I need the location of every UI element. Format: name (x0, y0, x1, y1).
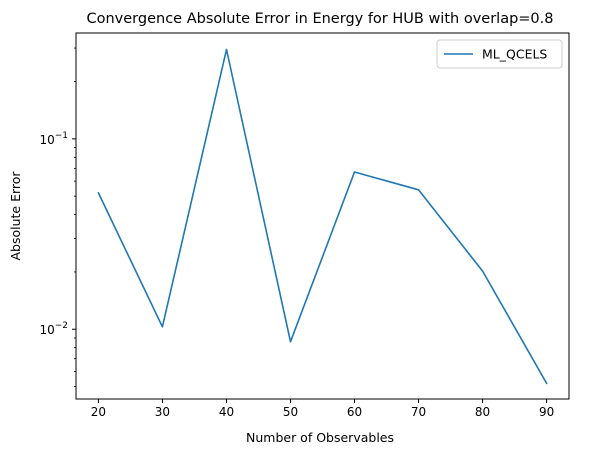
y-axis-minor-ticks (74, 47, 76, 387)
y-axis-label: Absolute Error (8, 171, 23, 261)
series-layer (97, 48, 548, 385)
series-line-ml-qcels (97, 48, 548, 385)
chart-title: Convergence Absolute Error in Energy for… (86, 11, 553, 27)
x-tick-label: 30 (155, 405, 170, 419)
y-tick-label: 10−2 (39, 321, 68, 337)
axes-frame (75, 32, 570, 400)
x-tick-label: 70 (411, 405, 426, 419)
x-tick-label: 80 (475, 405, 490, 419)
x-axis-ticks: 20 30 40 50 60 70 80 90 (91, 399, 554, 419)
legend-label-ml-qcels: ML_QCELS (482, 47, 547, 62)
plot-area (75, 32, 570, 400)
x-tick-label: 20 (91, 405, 106, 419)
y-axis-ticks: 10−2 10−1 (39, 131, 76, 337)
x-tick-label: 60 (347, 405, 362, 419)
y-tick-label: 10−1 (39, 131, 68, 147)
x-axis-label: Number of Observables (246, 430, 394, 445)
legend: ML_QCELS (436, 39, 563, 69)
legend-box (436, 39, 563, 69)
x-tick-label: 90 (539, 405, 554, 419)
x-tick-label: 50 (283, 405, 298, 419)
x-tick-label: 40 (219, 405, 234, 419)
